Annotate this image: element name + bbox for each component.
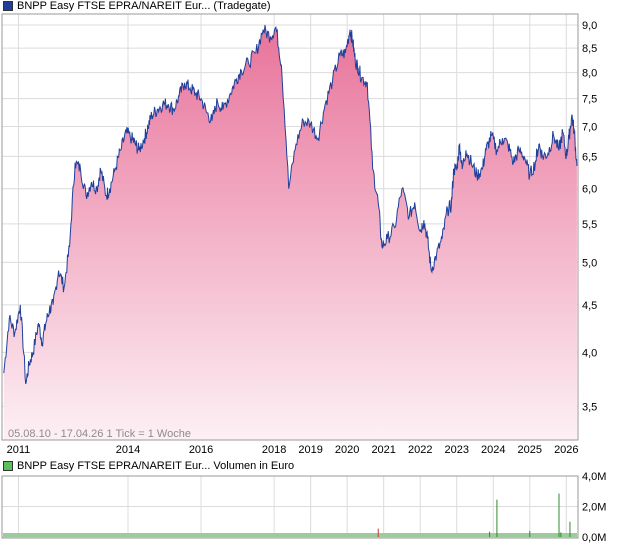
volume-legend: BNPP Easy FTSE EPRA/NAREIT Eur... Volume… [3,460,294,472]
price-y-axis: 3,5 4,0 4,5 5,0 5,5 6,0 6,5 7,0 7,5 8,0 8,5 9,0 [582,20,597,413]
price-y-tick-label: 5,0 [582,257,597,269]
volume-y-axis: 0,0M 2,0M 4,0M [582,471,606,544]
price-x-tick-label: 2024 [481,444,505,455]
price-y-tick-label: 5,5 [582,219,597,231]
price-x-tick-label: 2014 [116,444,140,455]
price-y-tick-label: 7,5 [582,94,597,106]
price-y-tick-label: 6,0 [582,184,597,196]
price-x-tick-label: 2018 [262,444,286,455]
price-plot-frame [1,13,579,441]
price-legend-swatch [3,1,13,11]
volume-legend-swatch [3,461,13,471]
volume-plot-frame [1,475,579,539]
price-x-tick-label: 2026 [554,444,578,455]
price-line [3,24,578,385]
price-x-tick-label: 2019 [298,444,322,455]
price-y-tick-label: 8,0 [582,68,597,80]
price-x-tick-label: 2025 [518,444,542,455]
volume-legend-label: BNPP Easy FTSE EPRA/NAREIT Eur... Volume… [17,460,295,472]
price-x-tick-label: 2016 [189,444,213,455]
price-x-tick-label: 2023 [444,444,468,455]
volume-bars [377,493,571,537]
price-x-tick-label: 2011 [7,444,31,455]
volume-y-tick-label: 4,0M [582,471,606,483]
price-legend-label: BNPP Easy FTSE EPRA/NAREIT Eur... (Trade… [17,0,271,12]
price-chart: 3,5 4,0 4,5 5,0 5,5 6,0 6,5 7,0 7,5 8,0 8,5 9,0 201… [1,13,597,455]
volume-grid [2,475,578,538]
price-x-tick-label: 2022 [408,444,432,455]
price-y-tick-label: 4,5 [582,300,597,312]
price-y-tick-label: 4,0 [582,347,597,359]
price-y-tick-label: 8,5 [582,43,597,55]
price-y-tick-label: 3,5 [582,401,597,413]
volume-baseline-band [3,533,577,537]
price-x-tick-label: 2020 [335,444,359,455]
time-range-info: 05.08.10 - 17.04.26 1 Tick = 1 Woche [8,428,191,440]
price-y-tick-label: 9,0 [582,20,597,32]
volume-y-tick-label: 2,0M [582,502,606,514]
price-y-tick-label: 7,0 [582,122,597,134]
price-x-tick-label: 2021 [371,444,395,455]
price-legend: BNPP Easy FTSE EPRA/NAREIT Eur... (Trade… [3,0,271,12]
price-x-axis: 2011 2014 2016 2018 2019 2020 2021 2022 2023 2024… [7,444,579,455]
price-y-tick-label: 6,5 [582,151,597,163]
volume-y-tick-label: 0,0M [582,532,606,544]
price-area [3,25,577,440]
